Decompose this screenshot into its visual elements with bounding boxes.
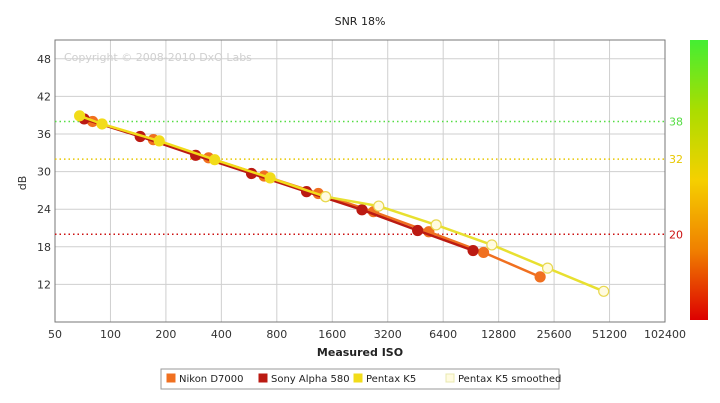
y-tick-label: 12 bbox=[37, 278, 51, 291]
y-tick-label: 42 bbox=[37, 90, 51, 103]
data-point bbox=[467, 244, 479, 257]
data-point bbox=[356, 204, 368, 216]
chart-title: SNR 18% bbox=[335, 15, 386, 28]
data-point bbox=[209, 154, 221, 166]
y-tick-label: 18 bbox=[37, 241, 51, 254]
legend: Nikon D7000 Sony Alpha 580 Pentax K5 Pentax… bbox=[160, 368, 561, 390]
data-point bbox=[412, 224, 424, 237]
plot-border bbox=[54, 39, 666, 323]
series-3 bbox=[320, 191, 610, 297]
x-tick-label: 400 bbox=[211, 328, 232, 341]
x-tick-label: 25600 bbox=[537, 328, 572, 341]
legend-swatch bbox=[445, 373, 455, 383]
data-point bbox=[74, 110, 86, 122]
y-tick-label: 30 bbox=[37, 166, 51, 179]
data-point bbox=[477, 246, 490, 259]
x-tick-label: 102400 bbox=[644, 328, 686, 341]
data-point bbox=[320, 191, 332, 203]
x-tick-label: 1600 bbox=[318, 328, 346, 341]
data-point bbox=[153, 135, 165, 147]
copyright-watermark: Copyright © 2008-2010 DxO Labs bbox=[64, 51, 252, 64]
x-tick-label: 50 bbox=[48, 328, 62, 341]
reference-label: 38 bbox=[669, 115, 683, 128]
legend-label: Nikon D7000 bbox=[179, 374, 243, 385]
x-tick-label: 12800 bbox=[481, 328, 516, 341]
y-tick-label: 24 bbox=[37, 203, 51, 216]
x-axis-title: Measured ISO bbox=[317, 346, 403, 359]
data-point bbox=[541, 262, 554, 274]
series-line bbox=[83, 117, 474, 252]
legend-label: Sony Alpha 580 bbox=[271, 374, 350, 385]
reference-label: 20 bbox=[669, 228, 683, 241]
x-tick-label: 51200 bbox=[592, 328, 627, 341]
series-line bbox=[325, 195, 605, 293]
x-tick-label: 100 bbox=[100, 328, 121, 341]
x-tick-label: 200 bbox=[155, 328, 176, 341]
data-point bbox=[373, 200, 385, 212]
x-tick-label: 3200 bbox=[374, 328, 402, 341]
y-tick-label: 48 bbox=[37, 53, 51, 66]
legend-swatch bbox=[258, 373, 268, 383]
legend-label: Pentax K5 smoothed bbox=[458, 374, 561, 385]
legend-swatch bbox=[353, 373, 363, 383]
data-point bbox=[598, 285, 610, 297]
x-tick-label: 6400 bbox=[429, 328, 457, 341]
data-point bbox=[486, 239, 498, 251]
y-tick-label: 36 bbox=[37, 128, 51, 141]
data-point bbox=[96, 118, 108, 130]
color-scale-bar bbox=[690, 40, 708, 320]
legend-label: Pentax K5 bbox=[366, 374, 416, 385]
data-point bbox=[264, 172, 276, 184]
reference-label: 32 bbox=[669, 153, 683, 166]
x-tick-label: 800 bbox=[266, 328, 287, 341]
data-point bbox=[430, 219, 442, 231]
y-axis-title: dB bbox=[16, 176, 29, 191]
legend-swatch bbox=[166, 373, 176, 383]
data-point bbox=[534, 271, 546, 283]
